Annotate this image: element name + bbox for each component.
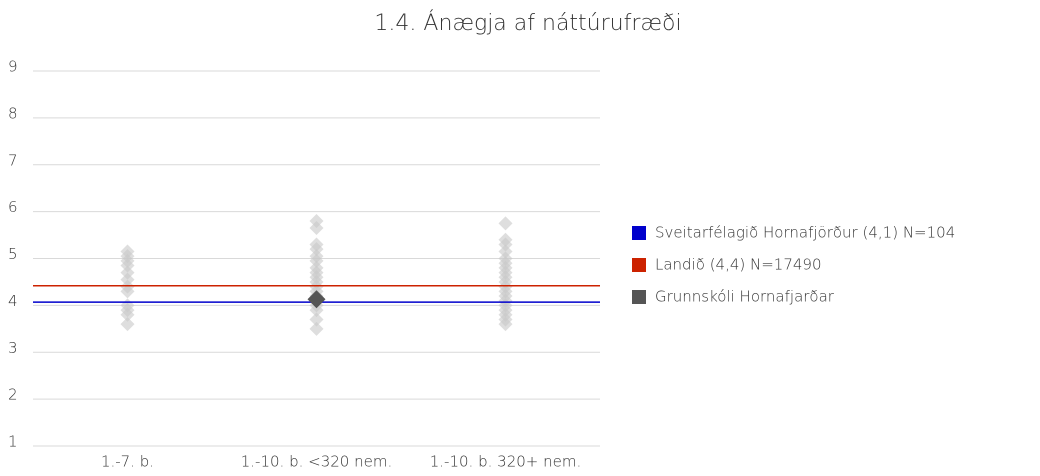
legend-label: Landið (4,4) N=17490 bbox=[655, 256, 822, 274]
y-tick-label: 9 bbox=[8, 58, 18, 76]
point bbox=[309, 303, 324, 318]
point bbox=[498, 216, 513, 231]
point bbox=[309, 221, 324, 236]
point bbox=[120, 284, 135, 299]
x-tick-label: 1.-10. b. <320 nem. bbox=[241, 453, 393, 471]
point bbox=[309, 253, 324, 268]
legend-swatch bbox=[632, 226, 646, 240]
point bbox=[120, 272, 135, 287]
point bbox=[120, 317, 135, 332]
y-tick-label: 2 bbox=[8, 386, 18, 404]
x-tick-label: 1.-10. b. 320+ nem. bbox=[430, 453, 582, 471]
y-tick-label: 4 bbox=[8, 292, 18, 310]
chart-title: 1.4. Ánægja af náttúrufræði bbox=[374, 10, 681, 36]
point bbox=[120, 307, 135, 322]
point bbox=[498, 244, 513, 259]
point bbox=[309, 321, 324, 336]
point bbox=[120, 258, 135, 273]
legend-swatch bbox=[632, 258, 646, 272]
point bbox=[498, 237, 513, 252]
point bbox=[498, 317, 513, 332]
point bbox=[309, 242, 324, 257]
point bbox=[309, 214, 324, 228]
y-tick-label: 7 bbox=[8, 151, 18, 169]
y-tick-label: 8 bbox=[8, 104, 18, 122]
legend-label: Grunnskóli Hornafjarðar bbox=[655, 288, 835, 306]
x-tick-label: 1.-7. b. bbox=[101, 453, 154, 471]
point bbox=[120, 265, 135, 280]
legend-swatch bbox=[632, 290, 646, 304]
y-tick-label: 1 bbox=[8, 433, 18, 451]
y-tick-label: 5 bbox=[8, 245, 18, 263]
point bbox=[309, 312, 324, 327]
legend-label: Sveitarfélagið Hornafjörður (4,1) N=104 bbox=[655, 224, 955, 242]
y-tick-label: 6 bbox=[8, 198, 18, 216]
highlight-point bbox=[307, 290, 326, 309]
y-tick-label: 3 bbox=[8, 339, 18, 357]
